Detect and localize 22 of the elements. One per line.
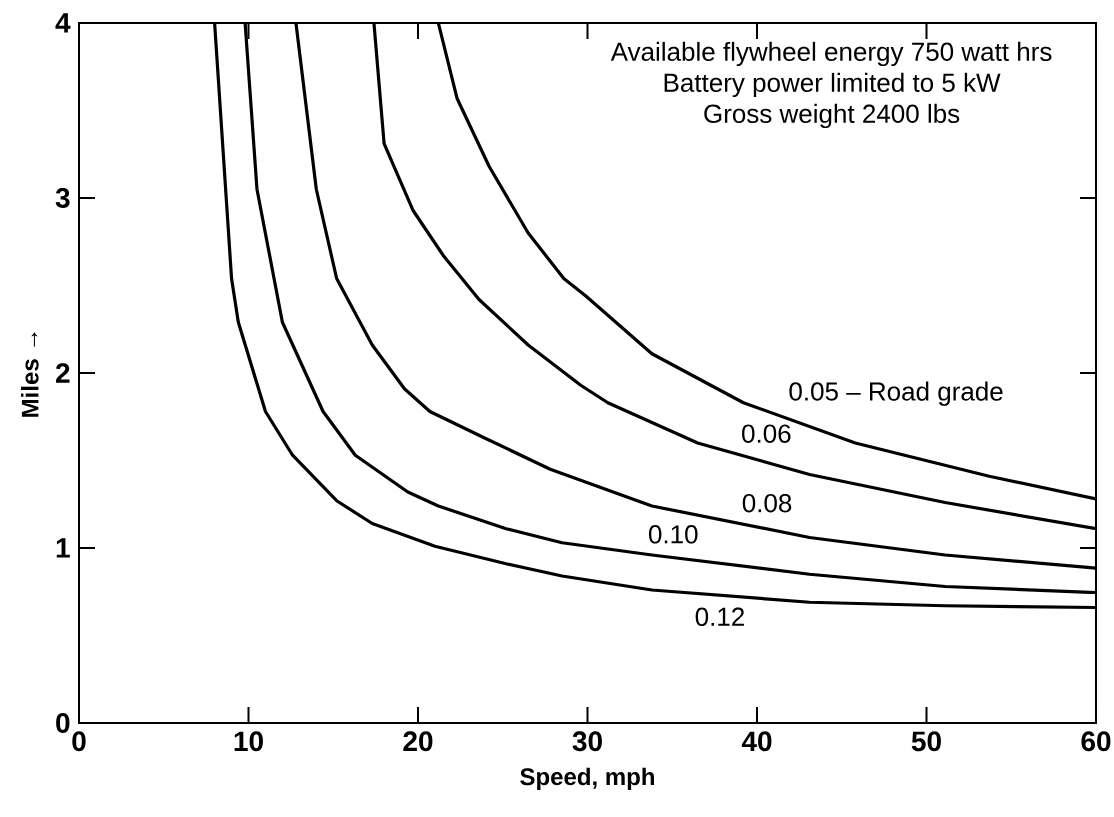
annotation: Available flywheel energy 750 watt hrs — [610, 41, 1052, 67]
x-tick-label: 30 — [572, 731, 602, 752]
y-tick-label: 1 — [56, 538, 70, 558]
x-tick-label: 60 — [1081, 731, 1111, 752]
series-label: 0.12 — [695, 607, 744, 626]
series-label: 0.10 — [648, 525, 698, 544]
y-axis-title: Miles → — [21, 332, 39, 417]
y-tick-label: 3 — [55, 188, 70, 208]
y-tick-label: 0 — [56, 713, 70, 733]
x-tick-label: 20 — [403, 731, 433, 752]
series-label: 0.08 — [742, 494, 792, 513]
y-tick-label: 2 — [56, 363, 70, 383]
x-tick-label: 0 — [72, 731, 86, 752]
y-tick-label: 4 — [55, 13, 71, 33]
x-tick-label: 10 — [234, 731, 263, 752]
x-axis-title: Speed, mph — [520, 767, 655, 791]
annotation: Gross weight 2400 lbs — [704, 103, 960, 129]
series-label: 0.06 — [742, 424, 791, 443]
x-tick-label: 50 — [911, 731, 941, 752]
x-tick-label: 40 — [741, 731, 772, 752]
series-label: 0.05 – Road grade — [789, 381, 1003, 406]
annotation: Battery power limited to 5 kW — [664, 72, 1001, 98]
